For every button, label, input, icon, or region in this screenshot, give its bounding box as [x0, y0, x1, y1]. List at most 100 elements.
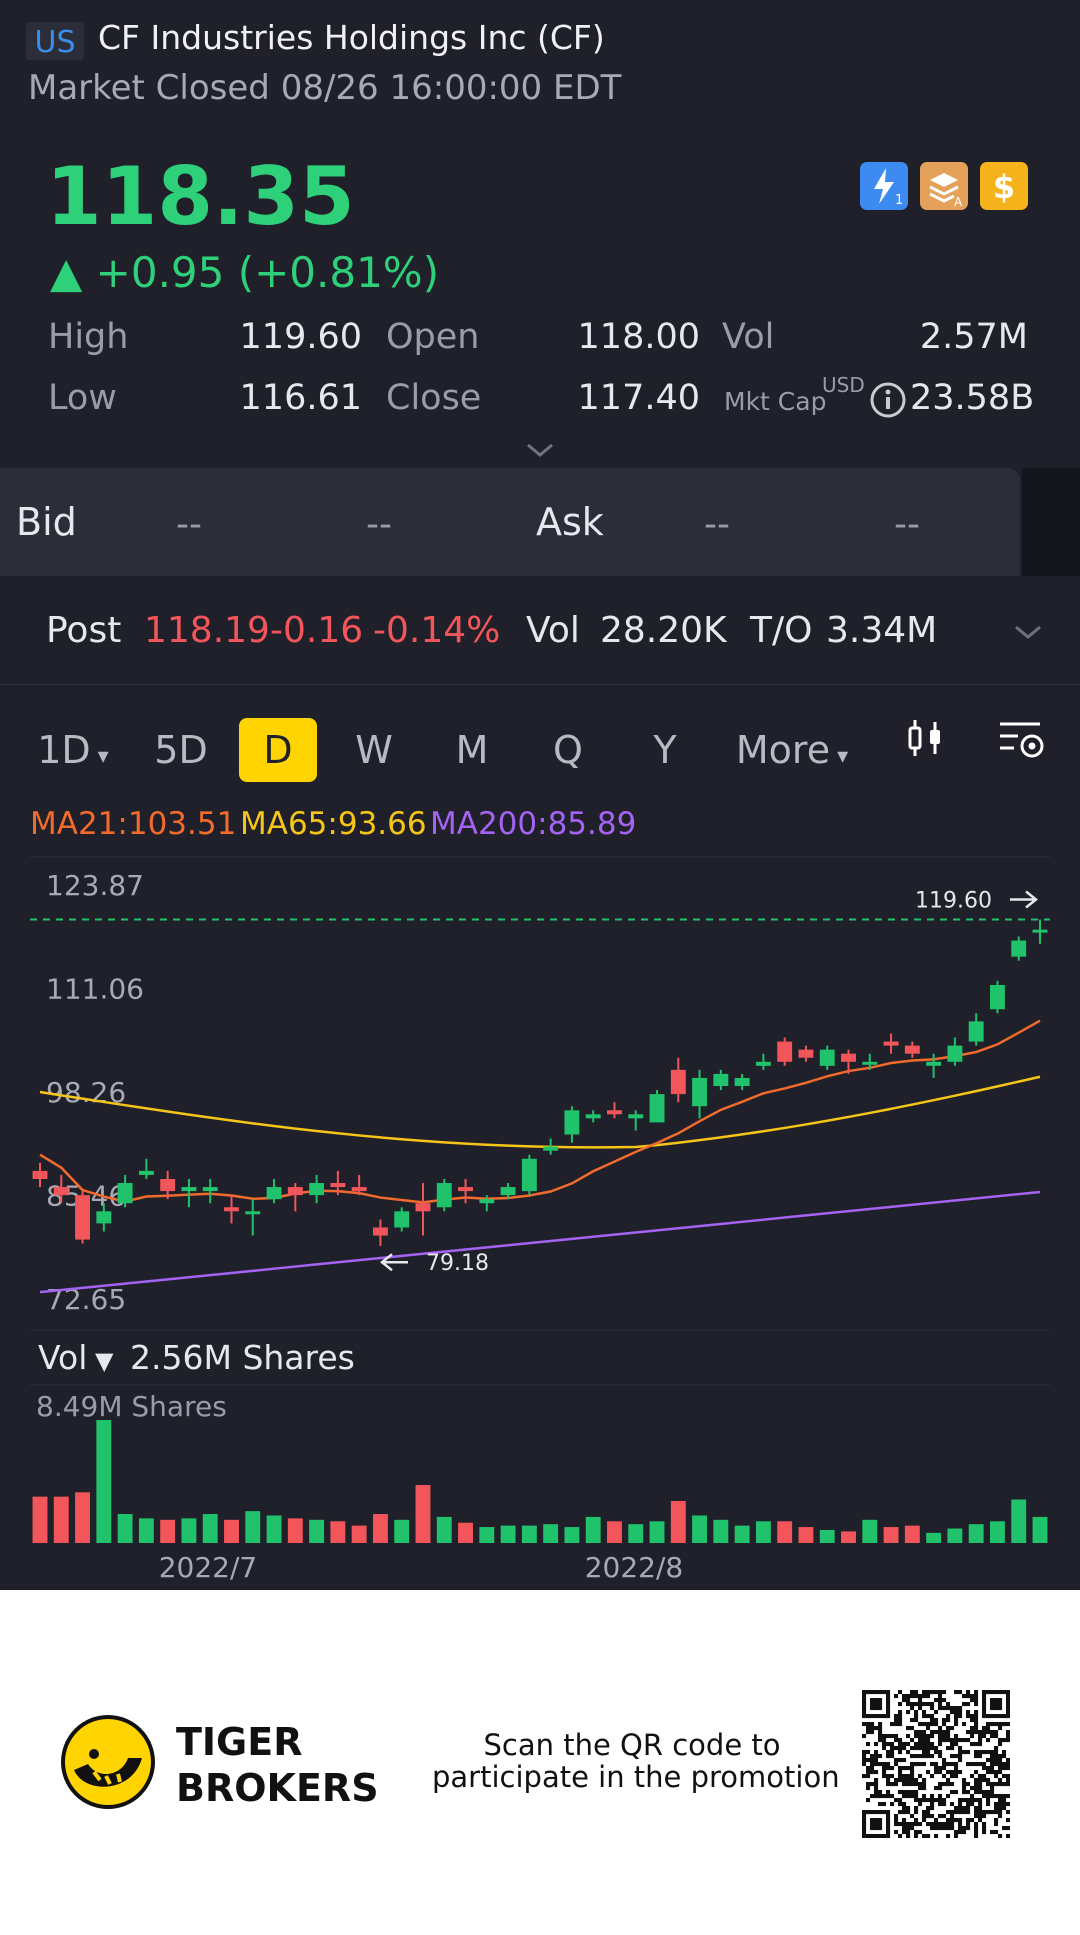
- qr-module: [982, 1706, 987, 1711]
- qr-module: [922, 1694, 927, 1699]
- candle-body: [713, 1073, 729, 1087]
- candle: [224, 1195, 239, 1224]
- qr-module: [934, 1718, 939, 1723]
- candle-body: [947, 1045, 963, 1062]
- qr-module: [906, 1782, 911, 1787]
- qr-module: [978, 1734, 983, 1739]
- post-expand-chevron-icon[interactable]: [1012, 622, 1044, 642]
- qr-module: [998, 1814, 1003, 1819]
- qr-module: [918, 1774, 923, 1779]
- qr-module: [966, 1790, 971, 1795]
- volume-bar: [819, 1529, 835, 1543]
- chart-settings-icon[interactable]: [996, 716, 1048, 762]
- qr-module: [954, 1754, 959, 1759]
- tab-1d[interactable]: 1D ▾: [37, 728, 109, 772]
- qr-module: [886, 1774, 891, 1779]
- qr-module: [930, 1714, 935, 1719]
- qr-module: [922, 1834, 927, 1838]
- qr-module: [878, 1726, 883, 1731]
- qr-code[interactable]: [862, 1690, 1010, 1838]
- qr-module: [894, 1814, 899, 1819]
- qr-module: [914, 1798, 919, 1803]
- qr-module: [914, 1778, 919, 1783]
- qr-module: [934, 1690, 939, 1695]
- qr-module: [898, 1690, 903, 1695]
- price-chart[interactable]: 123.87111.0698.2685.4672.65119.6079.1820…: [0, 855, 1080, 1585]
- qr-module: [990, 1730, 995, 1735]
- qr-module: [930, 1762, 935, 1767]
- tab-y[interactable]: Y: [653, 728, 677, 772]
- qr-module: [982, 1794, 987, 1799]
- qr-module: [878, 1762, 883, 1767]
- candle: [138, 1158, 154, 1179]
- tab-more[interactable]: More ▾: [735, 728, 849, 772]
- qr-module: [918, 1742, 923, 1747]
- layers-a-icon[interactable]: A: [920, 162, 968, 210]
- qr-module: [942, 1822, 947, 1827]
- tab-d[interactable]: D: [239, 718, 317, 782]
- candle-body: [990, 984, 1005, 1010]
- tab-m[interactable]: M: [455, 728, 489, 772]
- qr-module: [886, 1694, 891, 1699]
- high-value: 119.60: [239, 317, 362, 357]
- qr-module: [906, 1830, 911, 1835]
- volume-label[interactable]: Vol ▼: [38, 1338, 114, 1377]
- tab-q[interactable]: Q: [553, 728, 583, 772]
- qr-module: [922, 1702, 927, 1707]
- post-market-row[interactable]: [0, 576, 1080, 685]
- qr-module: [1002, 1802, 1007, 1807]
- svg-text:A: A: [954, 195, 963, 209]
- y-axis-label: 111.06: [46, 973, 144, 1006]
- qr-module: [862, 1834, 867, 1838]
- candle: [96, 1203, 112, 1232]
- qr-module: [886, 1826, 891, 1831]
- qr-module: [926, 1798, 931, 1803]
- qr-module: [878, 1822, 883, 1827]
- low-arrow-icon: [379, 1253, 408, 1272]
- qr-module: [950, 1774, 955, 1779]
- qr-module: [958, 1690, 963, 1695]
- promo-banner[interactable]: TIGER BROKERS Scan the QR code to partic…: [0, 1590, 1080, 1935]
- qr-module: [866, 1810, 871, 1815]
- qr-module: [910, 1822, 915, 1827]
- qr-module: [962, 1694, 967, 1699]
- candle: [755, 1053, 771, 1070]
- qr-module: [978, 1782, 983, 1787]
- qr-module: [898, 1738, 903, 1743]
- vol-value: 2.57M: [919, 317, 1028, 357]
- qr-module: [982, 1750, 987, 1755]
- qr-module: [894, 1818, 899, 1823]
- qr-module: [866, 1758, 871, 1763]
- qr-module: [950, 1814, 955, 1819]
- qr-module: [938, 1794, 943, 1799]
- qr-module: [950, 1822, 955, 1827]
- qr-module: [918, 1734, 923, 1739]
- volume-bar: [798, 1527, 814, 1543]
- volume-bar: [372, 1514, 388, 1543]
- qr-module: [986, 1738, 991, 1743]
- info-icon[interactable]: [869, 381, 907, 419]
- qr-module: [950, 1742, 955, 1747]
- qr-module: [982, 1710, 987, 1715]
- tab-5d[interactable]: 5D: [154, 728, 208, 772]
- qr-module: [870, 1762, 875, 1767]
- tab-w[interactable]: W: [355, 728, 393, 772]
- x-axis-label: 2022/8: [585, 1551, 684, 1584]
- qr-module: [974, 1770, 979, 1775]
- qr-module: [890, 1794, 895, 1799]
- candle-style-icon[interactable]: [904, 716, 948, 760]
- lightning-level1-icon[interactable]: 1: [860, 162, 908, 210]
- qr-module: [934, 1834, 939, 1838]
- market-status: Market Closed 08/26 16:00:00 EDT: [28, 68, 622, 108]
- qr-module: [994, 1830, 999, 1835]
- qr-module: [910, 1774, 915, 1779]
- qr-module: [934, 1730, 939, 1735]
- qr-module: [958, 1802, 963, 1807]
- qr-module: [1002, 1714, 1007, 1719]
- expand-stats-chevron-icon[interactable]: [524, 440, 556, 460]
- qr-module: [970, 1726, 975, 1731]
- dollar-icon[interactable]: $: [980, 162, 1028, 210]
- qr-module: [974, 1762, 979, 1767]
- qr-module: [974, 1726, 979, 1731]
- qr-module: [886, 1714, 891, 1719]
